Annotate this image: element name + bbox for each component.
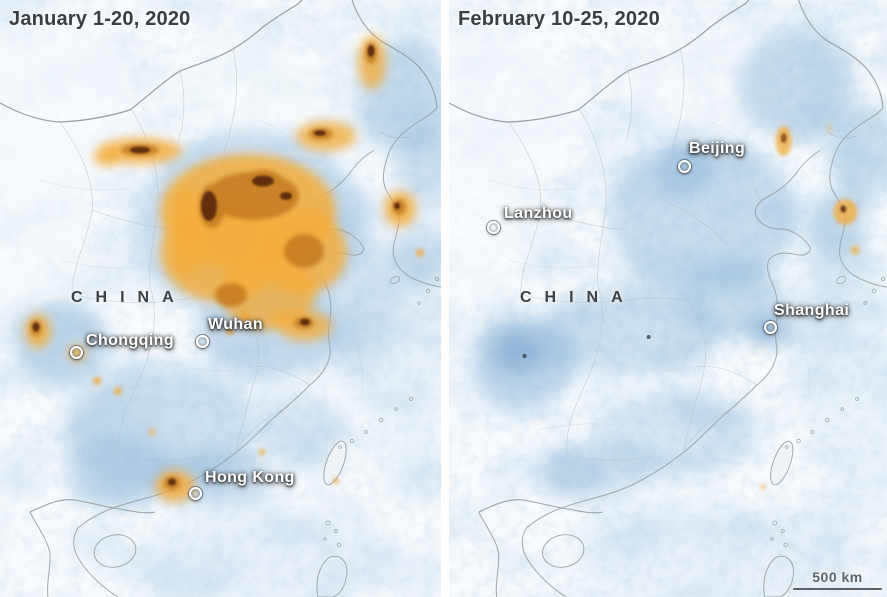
scale-bar-label: 500 km [812,568,863,585]
panel-title-january: January 1-20, 2020 [9,8,191,30]
blue-haze-layer [471,30,887,502]
city-label-beijing: Beijing [689,140,746,157]
city-label-shanghai: Shanghai [774,302,850,319]
city-label-hong-kong: Hong Kong [205,469,295,486]
city-marker-wuhan [195,334,209,348]
map-panel-february: February 10-25, 2020 CHINA 500 km Beijin… [449,0,887,597]
country-label-china-january: CHINA [71,289,187,306]
pollution-layer-darkcores [32,45,400,486]
country-label-china-february: CHINA [520,289,636,306]
city-marker-chongqing [69,345,83,359]
highland-fade-layer [0,25,330,310]
pollution-layer-darkcores [780,133,847,213]
city-marker-hong-kong [188,486,202,500]
city-marker-lanzhou [486,220,500,234]
city-label-lanzhou: Lanzhou [504,205,573,222]
map-overlay-february: February 10-25, 2020 CHINA 500 km Beijin… [449,0,887,597]
scale-bar-line [793,587,882,590]
panel-title-february: February 10-25, 2020 [458,8,660,30]
city-marker-beijing [677,159,691,173]
highland-fade-layer [449,25,777,310]
city-dots-layer [522,335,651,359]
no2-map-february [449,0,887,597]
city-label-wuhan: Wuhan [208,316,264,333]
city-label-chongqing: Chongqing [86,332,175,349]
no2-map-january [0,0,441,597]
scale-bar: 500 km [793,568,882,590]
map-panel-january: January 1-20, 2020 CHINA Chongqing Wuhan H… [0,0,441,597]
city-marker-shanghai [763,320,777,334]
map-overlay-january: January 1-20, 2020 CHINA Chongqing Wuhan H… [0,0,441,597]
pollution-layer-orange-small [93,249,424,484]
